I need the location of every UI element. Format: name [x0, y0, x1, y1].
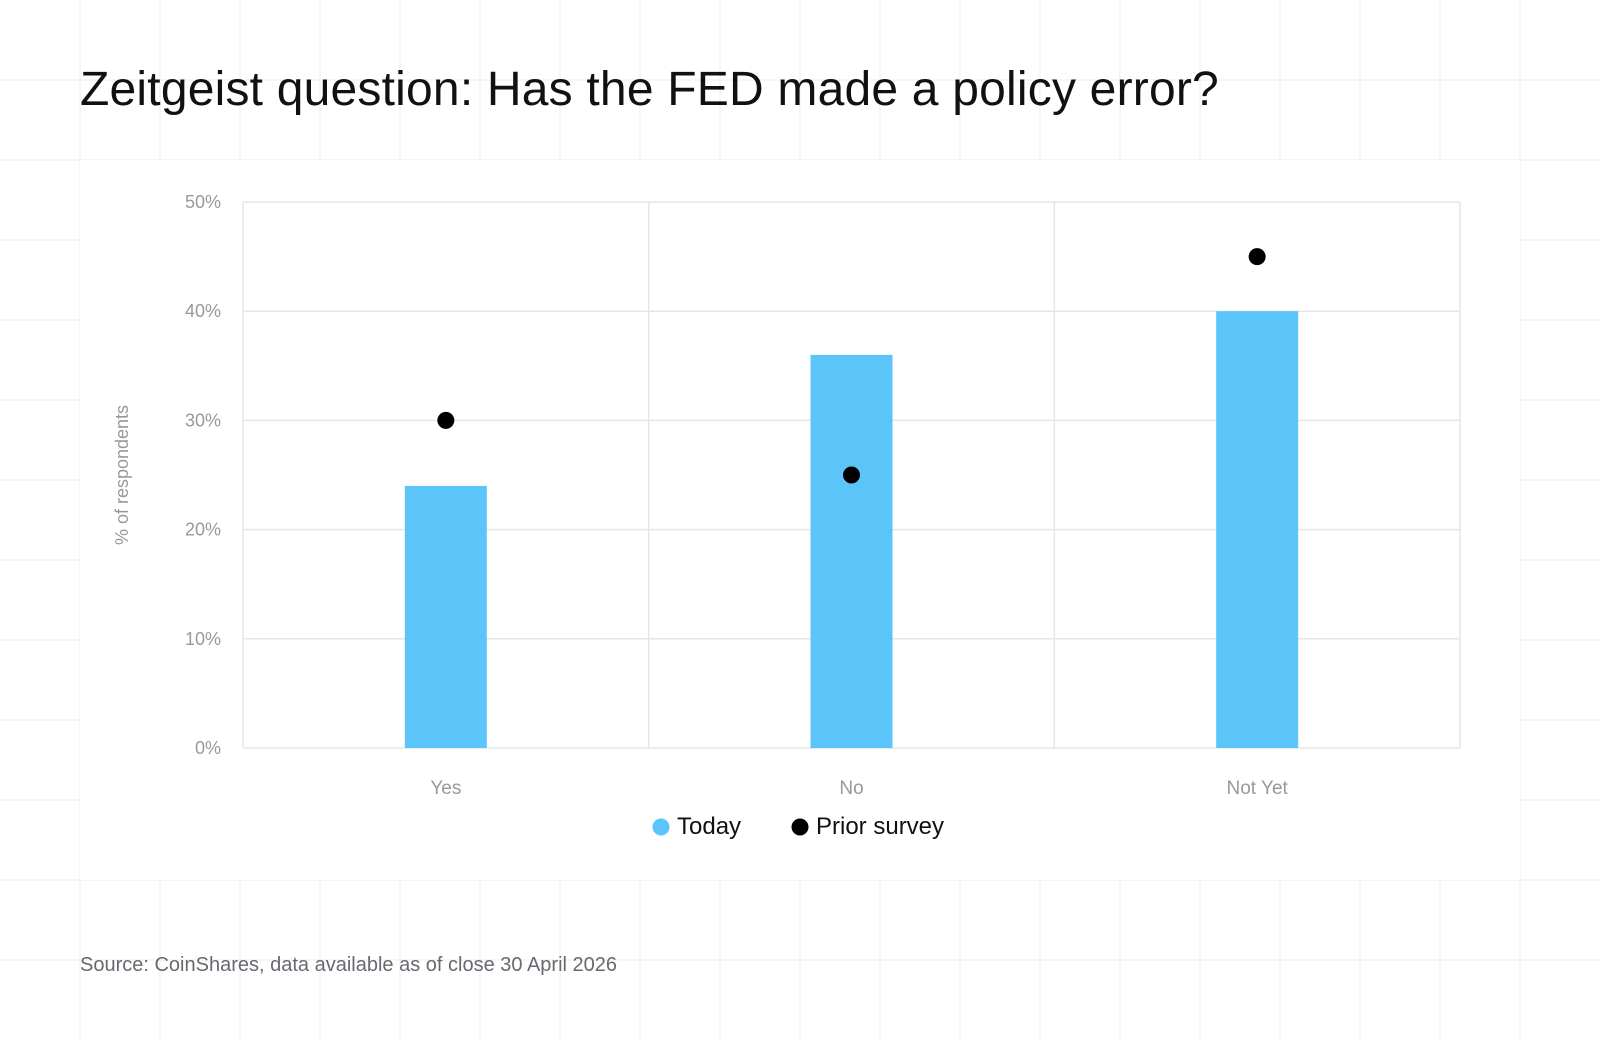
x-tick-label: Yes: [430, 778, 461, 799]
chart-title: Zeitgeist question: Has the FED made a p…: [80, 63, 1219, 116]
source-note: Source: CoinShares, data available as of…: [80, 954, 618, 976]
dot-prior-yes: [437, 411, 455, 429]
y-tick-label: 0%: [195, 738, 221, 758]
legend-label-prior: Prior survey: [816, 813, 944, 840]
legend-swatch-today: [652, 818, 670, 836]
dot-prior-no: [843, 466, 860, 484]
y-tick-label: 20%: [185, 520, 221, 540]
dot-prior-not-yet: [1248, 248, 1266, 266]
x-tick-label: Not Yet: [1227, 778, 1289, 799]
y-tick-label: 50%: [185, 192, 221, 212]
y-axis-label: % of respondents: [112, 405, 132, 545]
bar-chart: 0% 10% 20% 30% 40% 50% % of respondents Yes No No…: [112, 192, 1461, 840]
bar-today-yes: [404, 485, 487, 748]
legend-label-today: Today: [677, 813, 741, 840]
y-tick-label: 30%: [185, 410, 221, 430]
x-tick-label: No: [839, 778, 863, 799]
bar-today-not-yet: [1216, 311, 1299, 748]
chart-panel: 0% 10% 20% 30% 40% 50% % of respondents Yes No No…: [80, 160, 1520, 880]
y-tick-label: 40%: [185, 301, 221, 321]
bar-today-no: [810, 354, 893, 748]
y-tick-label: 10%: [185, 629, 221, 649]
legend-swatch-prior: [791, 818, 809, 836]
